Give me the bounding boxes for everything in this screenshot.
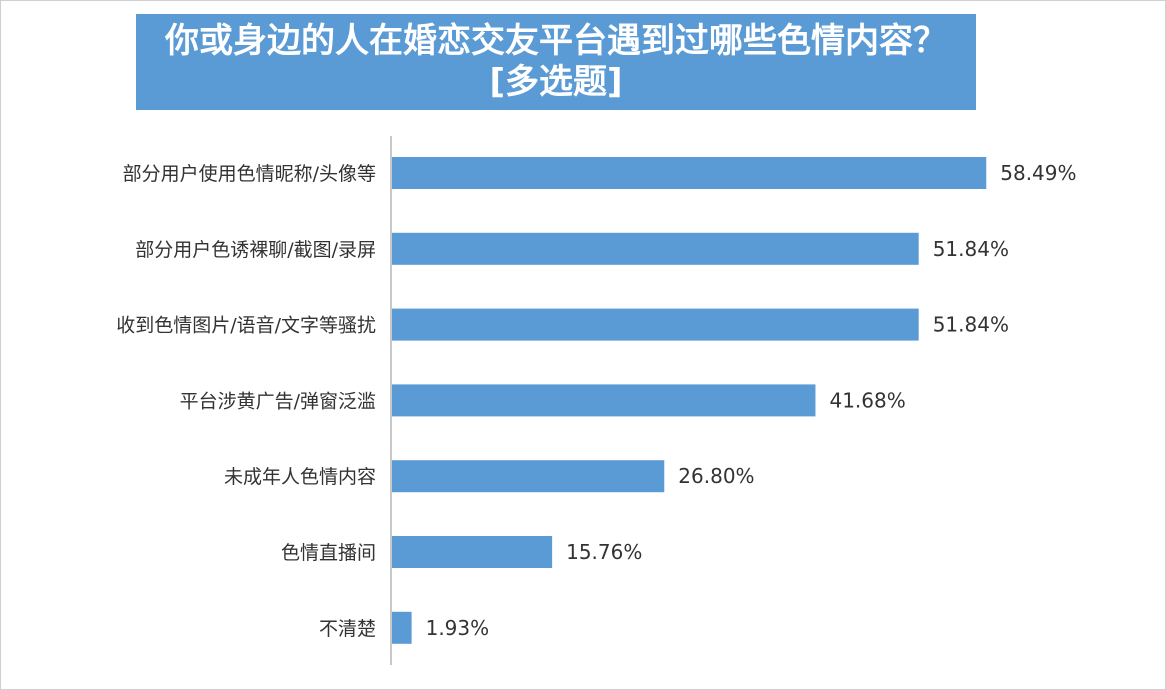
category-label: 未成年人色情内容 xyxy=(224,466,376,488)
category-label: 收到色情图片/语音/文字等骚扰 xyxy=(116,315,376,337)
data-label: 51.84% xyxy=(933,313,1009,337)
chart-subtitle: [多选题] xyxy=(489,62,623,102)
chart-title-box: 你或身边的人在婚恋交友平台遇到过哪些色情内容？ [多选题] xyxy=(136,14,976,110)
category-label: 色情直播间 xyxy=(281,542,376,564)
bar xyxy=(392,536,553,568)
data-label: 15.76% xyxy=(566,540,642,564)
data-label: 26.80% xyxy=(678,464,754,488)
bar xyxy=(392,460,665,493)
bar xyxy=(392,308,919,341)
bar xyxy=(392,384,816,417)
category-label: 平台涉黄广告/弹窗泛滥 xyxy=(180,390,376,412)
category-label: 部分用户色诱裸聊/截图/录屏 xyxy=(135,239,376,261)
data-label: 1.93% xyxy=(426,616,490,640)
category-label: 不清楚 xyxy=(319,618,376,640)
data-label: 51.84% xyxy=(933,237,1009,261)
data-label: 58.49% xyxy=(1000,161,1076,185)
bar xyxy=(392,611,412,644)
chart-title: 你或身边的人在婚恋交友平台遇到过哪些色情内容？ xyxy=(165,21,947,61)
bar xyxy=(392,157,987,189)
bar xyxy=(392,232,919,265)
category-label: 部分用户使用色情昵称/头像等 xyxy=(123,163,376,185)
data-label: 41.68% xyxy=(829,388,905,412)
